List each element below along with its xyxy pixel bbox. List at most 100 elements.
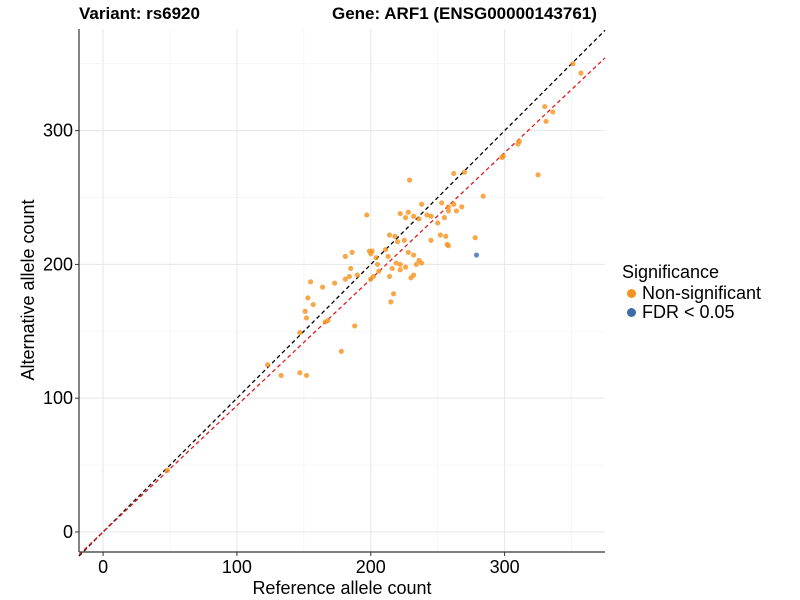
x-tick-label: 100 <box>222 557 252 577</box>
data-point-non-significant <box>307 279 314 285</box>
x-tick-label: 0 <box>98 557 108 577</box>
data-point-non-significant <box>346 273 352 280</box>
data-point-non-significant <box>376 268 382 274</box>
data-point-non-significant <box>390 291 397 297</box>
data-point-non-significant <box>535 172 541 178</box>
grid-lines <box>79 29 605 552</box>
data-point-non-significant <box>411 252 417 258</box>
data-point-non-significant <box>342 253 348 259</box>
data-point-non-significant <box>394 239 401 245</box>
data-point-non-significant <box>411 272 417 278</box>
data-point-non-significant <box>397 267 403 273</box>
data-point-non-significant <box>445 243 452 249</box>
data-point-non-significant <box>550 109 556 115</box>
data-point-non-significant <box>386 232 393 238</box>
data-point-non-significant <box>385 253 391 259</box>
data-point-non-significant <box>397 210 403 217</box>
data-point-non-significant <box>368 276 374 282</box>
data-point-non-significant <box>303 372 310 379</box>
data-point-non-significant <box>352 323 358 329</box>
x-tick-label: 300 <box>490 557 520 577</box>
data-points <box>164 61 584 474</box>
data-point-non-significant <box>453 208 460 214</box>
data-point-non-significant <box>278 372 284 379</box>
data-point-non-significant <box>543 118 549 124</box>
data-point-non-significant <box>480 193 486 199</box>
data-point-non-significant <box>401 237 407 243</box>
x-tick-label: 200 <box>356 557 386 577</box>
data-point-non-significant <box>354 272 360 278</box>
data-point-significant <box>473 252 480 258</box>
data-point-non-significant <box>472 235 478 241</box>
data-point-non-significant <box>439 200 445 206</box>
legend-title: Significance <box>622 262 720 282</box>
data-point-non-significant <box>461 169 468 175</box>
data-point-non-significant <box>392 233 398 239</box>
data-point-non-significant <box>459 204 465 210</box>
y-tick-label: 0 <box>63 522 73 542</box>
data-point-non-significant <box>297 370 303 376</box>
data-point-non-significant <box>348 265 354 272</box>
data-point-non-significant <box>428 213 434 219</box>
data-point-non-significant <box>302 308 308 314</box>
data-point-non-significant <box>319 284 326 290</box>
fit-line <box>78 57 606 556</box>
data-point-non-significant <box>342 276 348 282</box>
x-axis-title: Reference allele count <box>252 578 431 598</box>
data-point-non-significant <box>437 232 443 238</box>
data-point-non-significant <box>382 247 389 253</box>
data-point-non-significant <box>164 467 170 474</box>
data-point-non-significant <box>451 170 457 177</box>
data-point-non-significant <box>402 264 409 270</box>
data-point-non-significant <box>297 330 303 336</box>
legend-item-fdr: FDR < 0.05 <box>622 302 761 322</box>
reference-lines <box>78 29 606 557</box>
data-point-non-significant <box>402 215 409 221</box>
data-point-non-significant <box>265 362 271 368</box>
legend: Significance Non-significant FDR < 0.05 <box>622 262 761 322</box>
data-point-non-significant <box>435 220 441 226</box>
data-point-non-significant <box>393 260 399 266</box>
chart-title-gene: Gene: ARF1 (ENSG00000143761) <box>332 4 597 23</box>
data-point-non-significant <box>500 153 506 159</box>
legend-item-non-significant: Non-significant <box>622 283 762 303</box>
data-point-non-significant <box>405 209 411 215</box>
data-point-non-significant <box>349 249 355 255</box>
data-point-non-significant <box>389 265 395 272</box>
y-tick-label: 200 <box>43 254 73 274</box>
data-point-non-significant <box>419 201 425 207</box>
data-point-non-significant <box>405 249 411 255</box>
legend-label-non-significant: Non-significant <box>642 283 762 303</box>
data-point-non-significant <box>369 248 375 254</box>
chart-title-variant: Variant: rs6920 <box>79 4 200 23</box>
identity-line <box>78 29 606 557</box>
data-point-non-significant <box>542 103 548 110</box>
data-point-non-significant <box>445 208 452 214</box>
data-point-non-significant <box>428 237 434 243</box>
y-axis-title: Alternative allele count <box>18 199 38 380</box>
data-point-non-significant <box>397 261 403 268</box>
data-point-non-significant <box>445 204 452 210</box>
data-point-non-significant <box>374 261 381 268</box>
data-point-non-significant <box>364 212 370 218</box>
data-point-non-significant <box>570 61 576 67</box>
data-point-non-significant <box>386 273 393 280</box>
data-point-non-significant <box>416 216 422 222</box>
data-point-non-significant <box>419 260 425 266</box>
data-point-non-significant <box>305 295 311 301</box>
data-point-non-significant <box>310 301 316 308</box>
axes <box>78 29 605 553</box>
tick-labels: 0 100 200 300 0 100 200 300 <box>43 121 520 577</box>
data-point-non-significant <box>322 319 328 325</box>
y-tick-label: 300 <box>43 121 73 141</box>
data-point-non-significant <box>413 261 419 268</box>
data-point-non-significant <box>451 201 457 207</box>
data-point-non-significant <box>516 138 522 144</box>
data-point-non-significant <box>338 348 344 354</box>
data-point-non-significant <box>406 177 413 183</box>
data-point-non-significant <box>424 212 430 218</box>
data-point-non-significant <box>443 233 449 239</box>
data-point-non-significant <box>332 280 338 286</box>
data-point-non-significant <box>303 315 310 321</box>
